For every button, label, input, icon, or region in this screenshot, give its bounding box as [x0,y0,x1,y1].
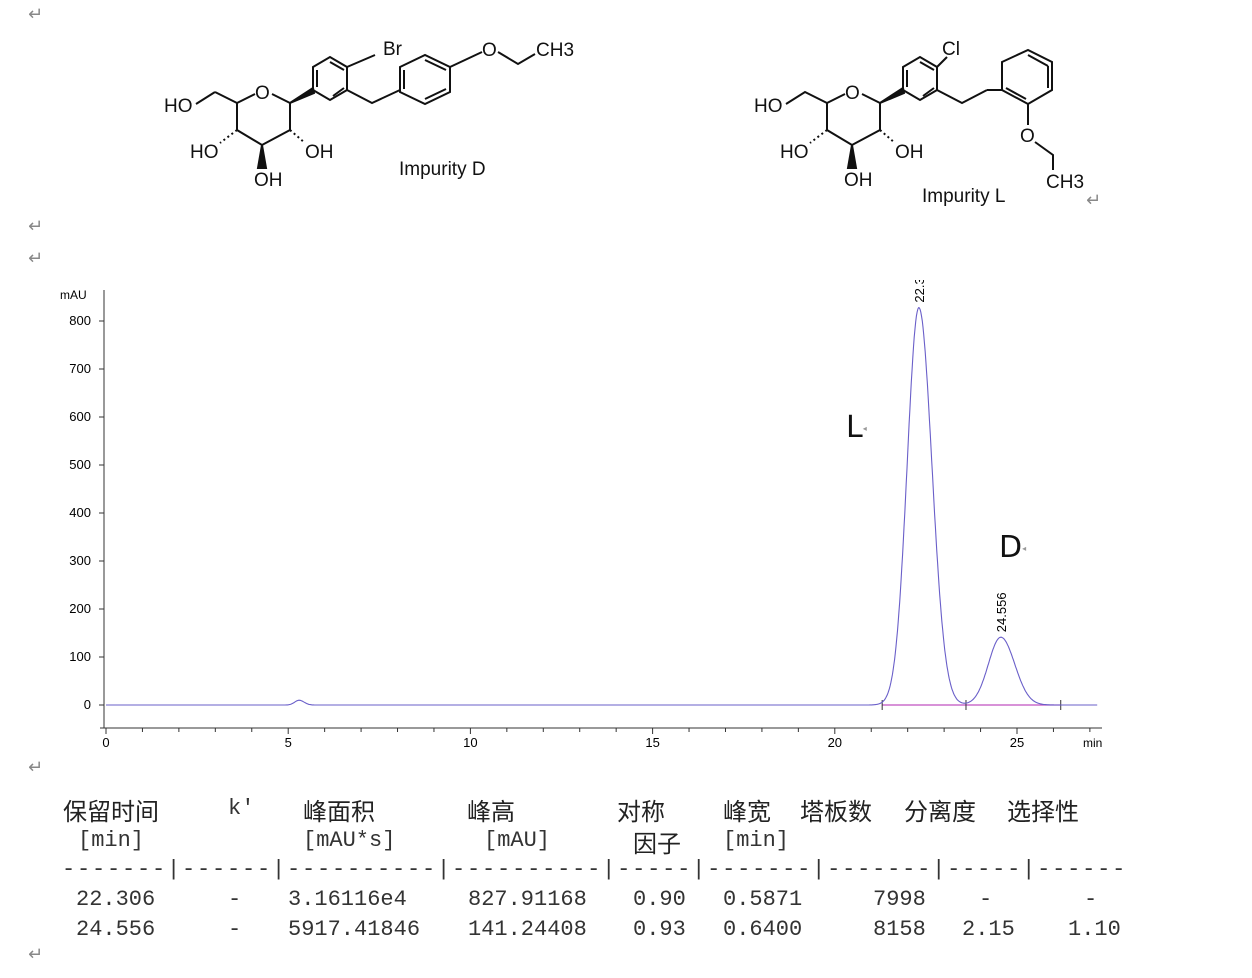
ho-label: HO [754,96,783,117]
x-tick-label: 15 [645,735,659,750]
paragraph-mark: ↵ [28,4,44,25]
cell-width: 0.6400 [723,917,803,942]
header-plates: 塔板数 [800,798,872,826]
compound-name: Impurity D [399,159,486,180]
y-tick-label: 500 [69,457,91,472]
peak-compound-label-d: D◂ [999,530,1027,565]
unit-retention-time: [min] [78,828,145,853]
oh-label: OH [305,142,334,163]
methyl-label: CH3 [536,40,574,61]
cell-area: 3.16116e4 [288,887,407,912]
x-tick-label: 10 [463,735,477,750]
header-selectivity: 选择性 [1007,798,1079,826]
cell-rt: 22.306 [76,887,156,912]
x-tick-label: 5 [285,735,292,750]
unit-symmetry: 因子 [633,830,681,858]
x-tick-label: 20 [828,735,842,750]
bromine-label: Br [383,39,403,60]
y-tick-label: 100 [69,649,91,664]
header-resolution: 分离度 [904,798,976,826]
y-tick-label: 200 [69,601,91,616]
ether-oxygen-label: O [482,40,497,61]
oh-label: OH [895,142,924,163]
oh-label: OH [844,170,873,191]
compound-name: Impurity L [922,186,1005,207]
cell-symmetry: 0.90 [633,887,686,912]
unit-area: [mAU*s] [303,828,396,853]
x-tick-label: 0 [102,735,109,750]
peak-label: 22.306 [912,280,927,303]
chromatogram-trace [106,307,1098,706]
peak-label: 24.556 [994,592,1009,632]
y-tick-label: 700 [69,361,91,376]
oh-label: OH [254,170,283,191]
unit-width: [min] [723,828,790,853]
peak-compound-label-l: L◂ [846,410,867,445]
y-tick-label: 800 [69,313,91,328]
cell-plates: 8158 [873,917,926,942]
cell-k: - [228,917,242,942]
paragraph-mark: ↵ [28,944,44,965]
cell-height: 827.91168 [468,887,587,912]
ring-oxygen-label: O [845,83,860,104]
cell-resolution: - [979,887,993,912]
cell-height: 141.24408 [468,917,587,942]
bonds-impurity-l [785,48,1054,170]
paragraph-mark: ↵ [28,216,44,237]
structure-impurity-l: HO O HO OH OH Cl O CH3 Impurity L [754,39,1084,207]
y-tick-label: 0 [84,697,91,712]
header-height: 峰高 [467,798,515,826]
header-retention-time: 保留时间 [63,798,159,826]
ether-oxygen-label: O [1020,126,1035,147]
ho-label: HO [190,142,219,163]
cell-symmetry: 0.93 [633,917,686,942]
header-k: k' [228,796,255,821]
paragraph-mark: ↵ [1086,190,1102,211]
y-tick-label: 300 [69,553,91,568]
y-tick-label: 400 [69,505,91,520]
x-axis-unit: min [1083,736,1102,750]
paragraph-mark: ↵ [28,757,44,778]
y-axis-unit: mAU [60,288,87,302]
chlorine-label: Cl [942,39,960,60]
header-symmetry: 对称 [617,798,665,826]
cell-rt: 24.556 [76,917,156,942]
cell-plates: 7998 [873,887,926,912]
ring-oxygen-label: O [255,83,270,104]
structure-impurity-d: HO O HO OH OH Br O CH3 Impurity D [164,39,574,191]
unit-height: [mAU] [484,828,551,853]
paragraph-mark: ↵ [28,248,44,269]
methyl-label: CH3 [1046,172,1084,193]
header-width: 峰宽 [723,798,771,826]
cell-selectivity: 1.10 [1068,917,1121,942]
x-tick-label: 25 [1010,735,1024,750]
cell-selectivity: - [1084,887,1098,912]
y-tick-label: 600 [69,409,91,424]
cell-resolution: 2.15 [962,917,1015,942]
table-separator: -------|------|----------|----------|---… [62,857,1128,882]
cell-width: 0.5871 [723,887,803,912]
cell-area: 5917.41846 [288,917,421,942]
bonds-impurity-d [195,51,536,169]
header-area: 峰面积 [303,798,375,826]
cell-k: - [228,887,242,912]
ho-label: HO [780,142,809,163]
ho-label: HO [164,96,193,117]
